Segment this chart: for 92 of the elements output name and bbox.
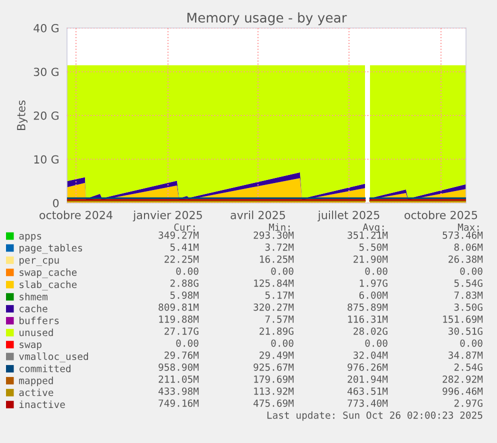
text: 6.00M — [359, 291, 388, 299]
legend-label: swap_cache — [20, 268, 77, 278]
text: 211.05M — [158, 375, 199, 383]
text: 21.90M — [354, 255, 388, 263]
text: 5.17M — [265, 292, 294, 299]
text: 0.00 — [460, 267, 482, 275]
text: 3.72M — [265, 243, 294, 251]
text: Avg: — [362, 224, 384, 233]
legend-label: mapped — [19, 376, 53, 386]
text: 7.83M — [454, 291, 483, 299]
text: 151.69M — [443, 315, 483, 323]
text: 30.51G — [448, 327, 482, 335]
x-tick-label: avril 2025 — [230, 210, 285, 220]
y-tick-label: 30 G — [34, 68, 58, 76]
y-tick-label: 10 G — [34, 155, 58, 164]
y-axis-title: Bytes — [17, 100, 28, 130]
text: 7.57M — [265, 316, 294, 323]
text: 113.92M — [254, 387, 294, 395]
legend-label: buffers — [20, 316, 59, 324]
legend-label: per_cpu — [20, 258, 59, 266]
text: 475.69M — [254, 399, 294, 407]
text: 433.98M — [158, 387, 199, 395]
y-tick-label: 40 G — [34, 24, 58, 32]
text: 32.04M — [354, 351, 388, 359]
text: 116.31M — [348, 315, 388, 323]
text: 773.40M — [348, 399, 388, 407]
x-tick-label: octobre 2024 — [40, 210, 112, 220]
chart-title: Memory usage - by year — [187, 12, 347, 26]
legend-label: active — [19, 388, 54, 396]
text: 21.89G — [260, 327, 294, 335]
text: 349.27M — [158, 231, 199, 239]
text: 0.00 — [365, 267, 388, 275]
x-tick-label: janvier 2025 — [132, 210, 202, 222]
text: 0.00 — [271, 267, 294, 275]
text: 29.76M — [164, 351, 199, 359]
text: 119.88M — [159, 315, 199, 323]
text: 179.69M — [254, 375, 294, 383]
text: 34.87M — [448, 351, 483, 359]
text: 26.38M — [448, 255, 483, 263]
legend-label: vmalloc_used — [19, 352, 88, 362]
legend-label: cache — [20, 304, 48, 312]
legend-label: unused — [20, 328, 53, 336]
text: 125.84M — [254, 279, 294, 287]
x-tick-label: octobre 2025 — [404, 210, 478, 220]
text: 27.17G — [164, 327, 198, 335]
legend-label: inactive — [19, 400, 65, 408]
text: 1.97G — [360, 279, 388, 287]
text: 3.50G — [454, 303, 482, 311]
text: 8.06M — [454, 243, 483, 251]
text: 16.25M — [260, 255, 294, 263]
text: 573.46M — [442, 231, 483, 239]
text: 5.98M — [170, 291, 199, 299]
text: 2.88G — [170, 279, 198, 287]
text: 875.89M — [348, 303, 388, 311]
text: 463.51M — [348, 387, 388, 395]
text: 976.26M — [348, 363, 388, 371]
text: 351.21M — [348, 231, 388, 239]
legend-label: page_tables — [20, 244, 82, 254]
legend-label: shmem — [20, 292, 48, 300]
text: Last update: Sun Oct 26 02:00:23 2025 — [267, 411, 482, 421]
text: 749.16M — [158, 399, 199, 407]
text: 2.54G — [454, 363, 482, 371]
legend-label: apps — [19, 234, 42, 242]
text: 0.00 — [460, 339, 482, 347]
text: 28.02G — [354, 327, 388, 335]
text: 809.81M — [158, 303, 199, 311]
text: Min: — [268, 223, 290, 231]
x-tick-label: juillet 2025 — [318, 210, 380, 222]
text: 0.00 — [176, 339, 198, 347]
text: 996.46M — [442, 387, 483, 395]
text: 5.41M — [170, 244, 199, 251]
text: Max: — [458, 224, 479, 231]
text: 0.00 — [365, 339, 388, 347]
text: 2.97G — [454, 399, 482, 407]
legend-label: committed — [20, 364, 70, 372]
text: 925.67M — [254, 363, 294, 371]
y-tick-label: 20 G — [34, 111, 58, 120]
y-tick-label: 0 — [53, 198, 59, 208]
text: 282.92M — [442, 375, 483, 383]
text: 320.27M — [254, 303, 294, 311]
text: 5.54G — [454, 279, 482, 287]
text: 293.30M — [254, 231, 294, 239]
text: Cur: — [174, 223, 195, 231]
legend-label: swap — [20, 342, 42, 350]
text: 29.49M — [260, 351, 294, 359]
text: 22.25M — [164, 255, 199, 263]
text: 0.00 — [176, 267, 198, 275]
legend-label: slab_cache — [20, 280, 77, 290]
text: 201.94M — [348, 375, 388, 383]
text: 0.00 — [271, 339, 294, 347]
text: 5.50M — [359, 243, 388, 251]
text: 958.90M — [158, 363, 199, 371]
